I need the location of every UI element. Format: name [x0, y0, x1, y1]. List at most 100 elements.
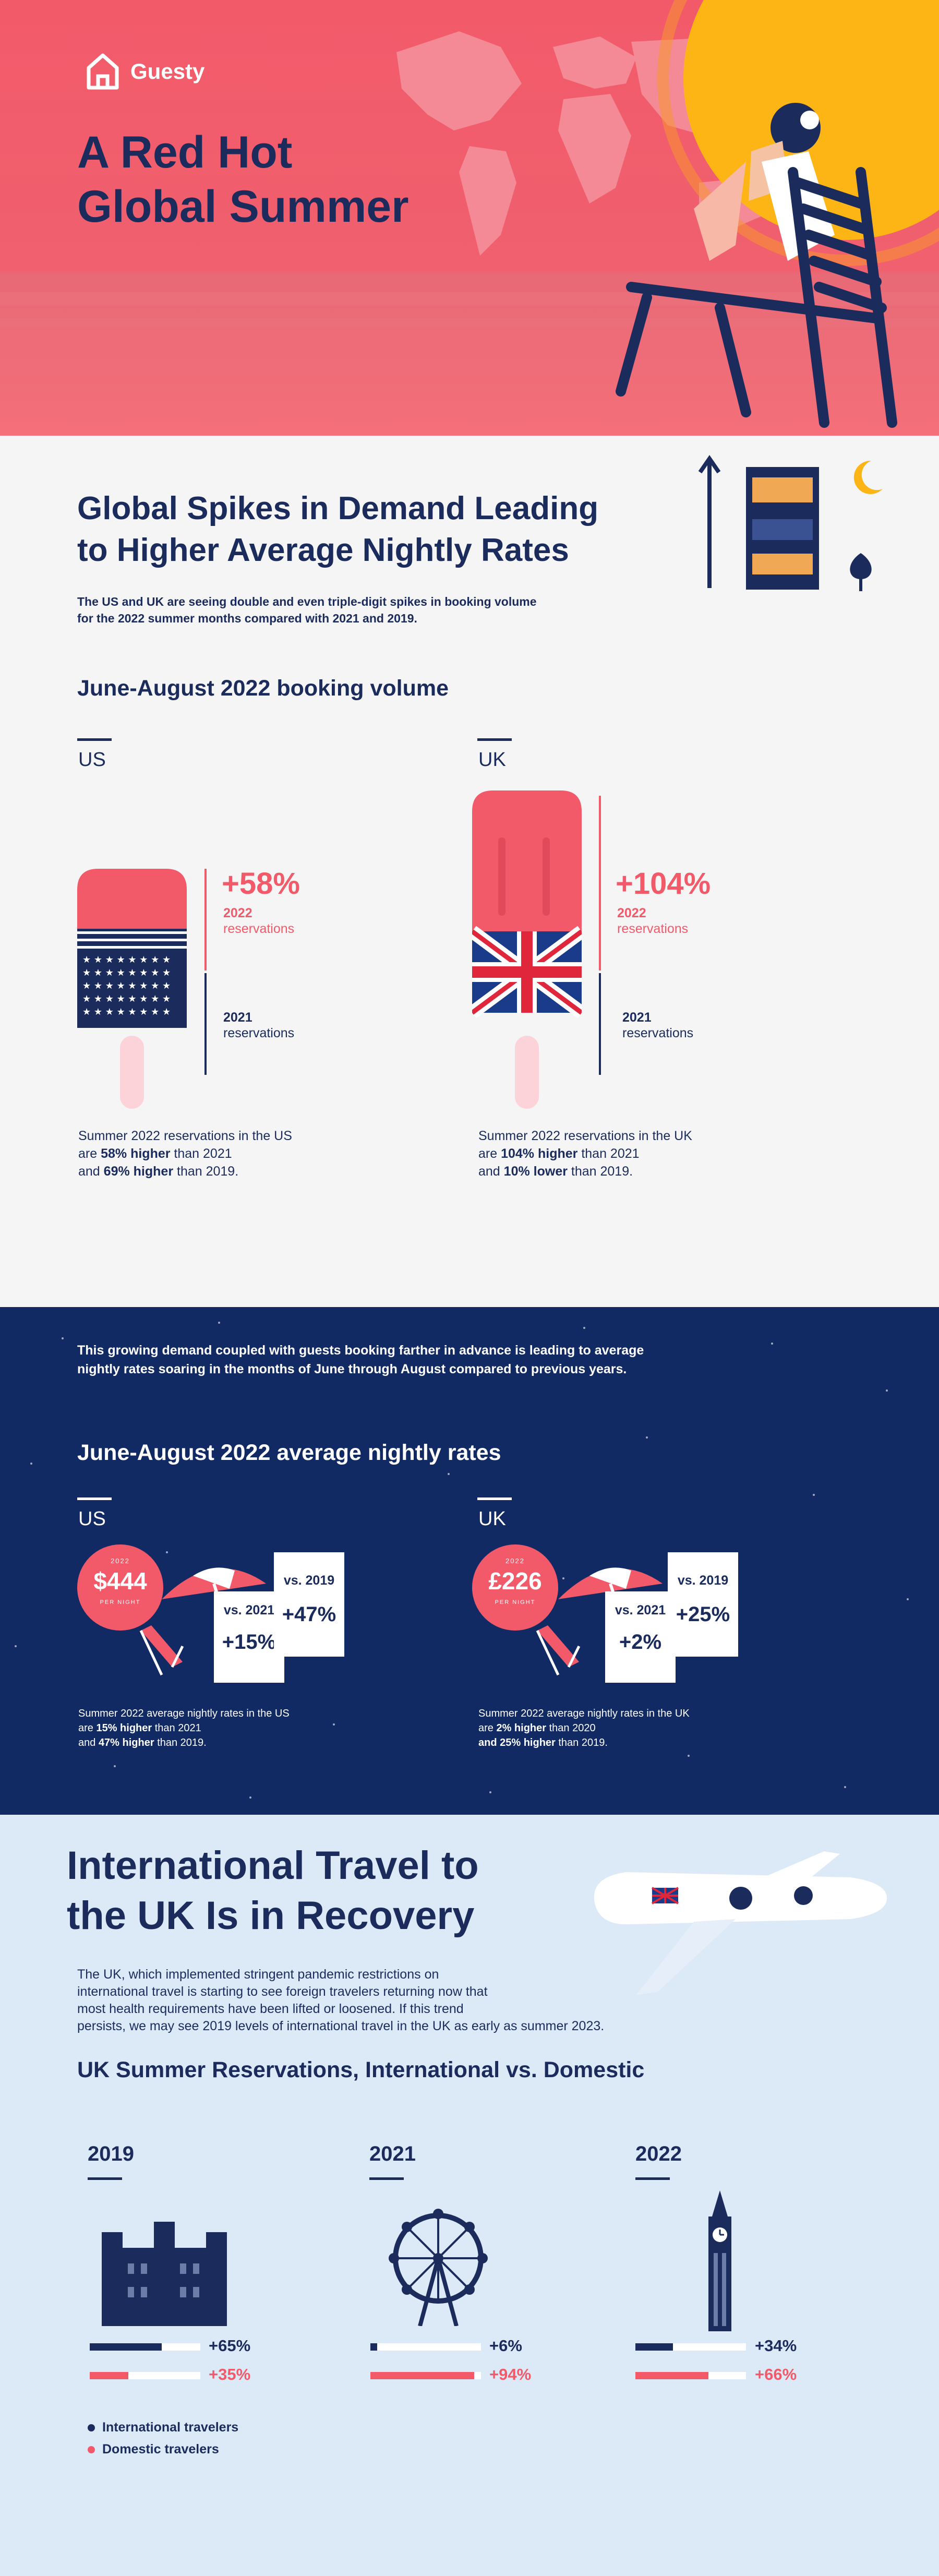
bar-2019-international	[90, 2343, 200, 2351]
us-vs2019-label: vs. 2019	[283, 1573, 335, 1588]
uk-vs2021-label: vs. 2021	[615, 1603, 666, 1618]
us-note-line3-bold: 69% higher	[103, 1164, 174, 1179]
uk-note-line3-post: than 2019.	[567, 1164, 633, 1179]
bar-2019-international-label: +65%	[209, 2337, 251, 2355]
intl-text-line4: persists, we may see 2019 levels of inte…	[77, 2019, 605, 2033]
bar-2021-international	[370, 2343, 481, 2351]
us-rates-note-line1: Summer 2022 average nightly rates in the…	[78, 1708, 290, 1719]
us-rates-divider	[77, 1497, 112, 1500]
moon-icon	[853, 460, 883, 494]
rates-section: This growing demand coupled with guests …	[0, 1307, 939, 1815]
year-2022-label: 2022	[635, 2142, 682, 2165]
uk-2022-label: 2022 reservations	[617, 905, 688, 937]
international-section: International Travel to the UK Is in Rec…	[0, 1815, 939, 2576]
us-note-line3-post: than 2019.	[173, 1164, 239, 1179]
big-ben-icon	[708, 2190, 731, 2331]
airplane-icon	[594, 1851, 887, 1995]
us-2022-label: 2022 reservations	[223, 905, 294, 937]
svg-text:★ ★ ★ ★ ★ ★ ★ ★: ★ ★ ★ ★ ★ ★ ★ ★	[82, 980, 171, 991]
nightly-rates-subtitle: June-August 2022 average nightly rates	[77, 1440, 501, 1465]
legend-domestic-dot	[88, 2446, 95, 2454]
bar-2021-domestic-label: +94%	[489, 2365, 532, 2383]
us-2022-bracket	[204, 869, 207, 971]
uk-rates-divider	[477, 1497, 512, 1500]
beach-chair-person-icon	[616, 103, 897, 428]
uk-vs2021-value: +2%	[619, 1631, 662, 1654]
us-note-line2-pre: are	[78, 1146, 101, 1161]
demand-intro-line1: The US and UK are seeing double and even…	[77, 595, 537, 608]
legend-international: International travelers	[88, 2420, 238, 2435]
uk-badge-value: £226	[488, 1567, 542, 1595]
uk-rates-note-line2: are 2% higher than 2020	[478, 1721, 690, 1735]
year-2019-divider	[88, 2177, 122, 2180]
uk-rates-note: Summer 2022 average nightly rates in the…	[478, 1706, 690, 1750]
year-2019-label: 2019	[88, 2142, 134, 2165]
uk-rates-note-line1: Summer 2022 average nightly rates in the…	[478, 1708, 690, 1719]
uk-2022-bracket	[599, 796, 601, 971]
us-vs2019-ticket: vs. 2019 +47%	[274, 1552, 344, 1657]
us-vs2019-value: +47%	[282, 1603, 336, 1626]
uk-rates-note-line2-post: than 2020	[546, 1722, 596, 1734]
brand-logo[interactable]: Guesty	[85, 51, 204, 92]
demand-title-line1: Global Spikes in Demand Leading	[77, 490, 599, 526]
uk-2021-year: 2021	[622, 1010, 652, 1025]
year-2022-divider	[635, 2177, 670, 2180]
demand-intro: The US and UK are seeing double and even…	[77, 593, 537, 627]
uk-rates-note-line3: and 25% higher than 2019.	[478, 1735, 690, 1750]
us-rates-note-line2: are 15% higher than 2021	[78, 1721, 290, 1735]
hero-title: A Red Hot Global Summer	[77, 125, 409, 234]
us-booking-note: Summer 2022 reservations in the US are 5…	[78, 1127, 292, 1180]
brand-name: Guesty	[130, 59, 205, 83]
bar-2021-domestic-fill	[370, 2372, 475, 2379]
house-logo-icon	[87, 53, 119, 90]
uk-note-line2-pre: are	[478, 1146, 501, 1161]
bar-2021-domestic	[370, 2372, 481, 2379]
uk-vs2019-label: vs. 2019	[677, 1573, 729, 1588]
us-note-line2: are 58% higher than 2021	[78, 1145, 292, 1163]
uk-vs2019-value: +25%	[676, 1603, 730, 1626]
us-2021-year: 2021	[223, 1010, 252, 1025]
intl-title-line1: International Travel to	[67, 1843, 479, 1888]
uk-2021-bracket	[599, 973, 601, 1075]
us-note-line3-pre: and	[78, 1164, 104, 1179]
uk-note-line3: and 10% lower than 2019.	[478, 1163, 692, 1180]
hero-section: Guesty A Red Hot Global Summer	[0, 0, 939, 436]
uk-note-line2: are 104% higher than 2021	[478, 1145, 692, 1163]
uk-2021-label: 2021 reservations	[622, 1010, 693, 1041]
svg-text:★ ★ ★ ★ ★ ★ ★ ★: ★ ★ ★ ★ ★ ★ ★ ★	[82, 993, 171, 1004]
us-rates-note-line2-bold: 15% higher	[96, 1722, 152, 1734]
us-note-line3: and 69% higher than 2019.	[78, 1163, 292, 1180]
booking-volume-subtitle: June-August 2022 booking volume	[77, 676, 449, 701]
legend-international-dot	[88, 2424, 95, 2432]
ferris-wheel-icon	[389, 2209, 488, 2326]
bar-2021-international-label: +6%	[489, 2337, 522, 2355]
us-badge-year: 2022	[111, 1557, 130, 1565]
us-rates-note-line3-post: than 2019.	[154, 1737, 207, 1748]
intl-text-line1: The UK, which implemented stringent pand…	[77, 1967, 439, 1982]
us-2022-text: reservations	[223, 921, 295, 936]
uk-rates-note-line2-bold: 2% higher	[496, 1722, 547, 1734]
svg-text:★ ★ ★ ★ ★ ★ ★ ★: ★ ★ ★ ★ ★ ★ ★ ★	[82, 1007, 171, 1017]
uk-note-line2-post: than 2021	[577, 1146, 640, 1161]
uk-rates-note-line3-post: than 2019.	[555, 1737, 608, 1748]
us-2021-text: reservations	[223, 1026, 295, 1040]
deck-chair-icon	[536, 1625, 581, 1676]
bar-2022-international	[635, 2343, 746, 2351]
uk-vs2019-ticket: vs. 2019 +25%	[668, 1552, 738, 1657]
uk-2022-year: 2022	[617, 906, 646, 920]
starfield	[15, 1322, 909, 1799]
uk-rates-note-line2-pre: are	[478, 1722, 497, 1734]
bar-2022-international-label: +34%	[755, 2337, 797, 2355]
us-vs2021-label: vs. 2021	[223, 1603, 275, 1618]
uk-rates-country: UK	[478, 1508, 506, 1530]
us-note-line1: Summer 2022 reservations in the US	[78, 1129, 292, 1143]
demand-title-line2: to Higher Average Nightly Rates	[77, 532, 569, 568]
uk-country-label: UK	[478, 749, 506, 771]
bar-2022-domestic	[635, 2372, 746, 2379]
svg-text:★ ★ ★ ★ ★ ★ ★ ★: ★ ★ ★ ★ ★ ★ ★ ★	[82, 954, 171, 965]
uk-vs2021-ticket: vs. 2021 +2%	[605, 1591, 676, 1683]
us-2022-year: 2022	[223, 906, 252, 920]
uk-badge-caption: PER NIGHT	[495, 1599, 536, 1605]
uk-note-line3-bold: 10% lower	[503, 1164, 568, 1179]
demand-section: Global Spikes in Demand Leading to Highe…	[0, 436, 939, 1307]
